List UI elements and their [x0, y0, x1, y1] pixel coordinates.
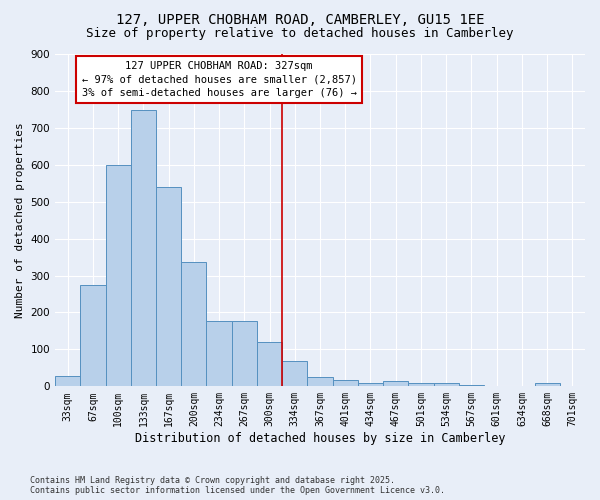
- Bar: [156, 187, 181, 386]
- Bar: [181, 262, 206, 386]
- Bar: [232, 322, 257, 386]
- Bar: [257, 342, 282, 386]
- Y-axis label: Number of detached properties: Number of detached properties: [15, 122, 25, 318]
- Bar: [332, 380, 358, 386]
- Bar: [358, 382, 383, 386]
- Bar: [206, 322, 232, 386]
- Text: 127 UPPER CHOBHAM ROAD: 327sqm
← 97% of detached houses are smaller (2,857)
3% o: 127 UPPER CHOBHAM ROAD: 327sqm ← 97% of …: [82, 62, 356, 98]
- Bar: [307, 377, 332, 386]
- Bar: [409, 383, 434, 386]
- Bar: [80, 285, 106, 386]
- Bar: [535, 384, 560, 386]
- X-axis label: Distribution of detached houses by size in Camberley: Distribution of detached houses by size …: [135, 432, 505, 445]
- Bar: [131, 110, 156, 386]
- Text: Size of property relative to detached houses in Camberley: Size of property relative to detached ho…: [86, 28, 514, 40]
- Text: Contains HM Land Registry data © Crown copyright and database right 2025.
Contai: Contains HM Land Registry data © Crown c…: [30, 476, 445, 495]
- Bar: [383, 381, 409, 386]
- Bar: [282, 361, 307, 386]
- Bar: [434, 382, 459, 386]
- Bar: [106, 165, 131, 386]
- Bar: [459, 385, 484, 386]
- Text: 127, UPPER CHOBHAM ROAD, CAMBERLEY, GU15 1EE: 127, UPPER CHOBHAM ROAD, CAMBERLEY, GU15…: [116, 12, 484, 26]
- Bar: [55, 376, 80, 386]
